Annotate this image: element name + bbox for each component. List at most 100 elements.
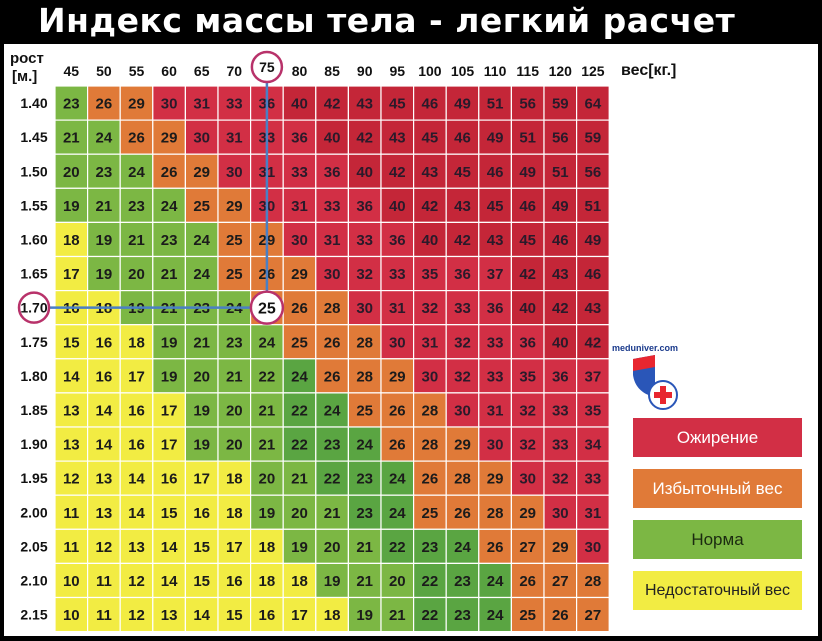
bmi-cell [510,324,545,360]
bmi-cell [510,494,545,530]
bmi-cell [380,562,415,599]
bmi-cell [282,85,317,121]
bmi-cell [510,528,545,564]
bmi-cell [184,358,219,394]
bmi-value: 45 [422,130,439,147]
bmi-value: 45 [519,232,536,249]
bmi-value: 23 [324,437,341,454]
highlight-height: 1.70 [20,300,47,316]
bmi-cell [315,153,349,189]
bmi-value: 23 [96,164,113,181]
bmi-cell [543,596,578,633]
bmi-cell [543,187,578,224]
bmi-cell [575,153,610,189]
bmi-value: 18 [63,232,80,249]
bmi-value: 29 [454,437,471,454]
bmi-value: 36 [324,164,341,181]
bmi-value: 15 [193,573,210,590]
bmi-value: 21 [356,573,373,590]
legend-normal: Норма [633,520,802,559]
bmi-cell [315,460,349,496]
bmi-value: 33 [356,232,373,249]
bmi-value: 36 [389,232,406,249]
bmi-value: 33 [454,300,471,317]
bmi-value: 19 [63,198,80,215]
bmi-value: 28 [585,573,602,590]
bmi-value: 20 [324,539,341,556]
bmi-value: 31 [193,96,210,113]
bmi-value: 51 [552,164,569,181]
bmi-value: 56 [585,164,602,181]
bmi-value: 22 [291,402,308,419]
bmi-value: 27 [585,607,602,624]
bmi-cell [575,290,610,326]
bmi-value: 43 [552,266,569,283]
bmi-value: 18 [226,505,243,522]
height-label: 1.45 [20,129,47,145]
bmi-value: 12 [63,471,80,488]
bmi-cell [347,528,382,564]
bmi-value: 24 [389,471,406,488]
bmi-value: 56 [552,130,569,147]
bmi-value: 11 [63,539,79,556]
bmi-value: 26 [552,607,569,624]
bmi-cell [380,324,415,360]
bmi-value: 27 [552,573,569,590]
bmi-cell [445,494,480,530]
bmi-value: 23 [422,539,439,556]
bmi-cell [250,596,284,633]
bmi-cell [575,562,610,599]
bmi-cell [445,596,480,633]
bmi-cell [413,290,447,326]
bmi-cell [347,358,382,394]
bmi-value: 27 [519,539,536,556]
bmi-value: 23 [356,505,373,522]
bmi-value: 40 [422,232,439,249]
bmi-cell [54,494,89,530]
weight-label: 105 [451,63,475,79]
bmi-value: 23 [161,232,178,249]
weight-label: 110 [484,63,507,79]
bmi-value: 29 [128,96,145,113]
bmi-value: 42 [454,232,471,249]
bmi-cell [250,562,284,599]
bmi-cell [152,221,187,258]
bmi-value: 18 [128,334,145,351]
bmi-value: 30 [324,266,341,283]
bmi-value: 16 [226,573,243,590]
bmi-value: 26 [487,539,504,556]
bmi-cell [152,255,187,292]
bmi-value: 16 [96,334,113,351]
bmi-value: 45 [487,198,504,215]
bmi-cell [315,324,349,360]
bmi-value: 24 [193,266,210,283]
bmi-value: 21 [161,266,178,283]
bmi-cell [282,596,317,633]
bmi-value: 21 [63,130,80,147]
bmi-cell [152,153,187,189]
bmi-cell [184,119,219,155]
bmi-cell [250,494,284,530]
bmi-value: 28 [324,300,341,317]
bmi-value: 26 [519,573,536,590]
bmi-value: 26 [454,505,471,522]
bmi-value: 26 [324,334,341,351]
bmi-value: 17 [193,471,210,488]
bmi-value: 29 [552,539,569,556]
weight-label: 55 [129,63,145,79]
height-label: 2.15 [20,607,47,623]
bmi-value: 33 [226,96,243,113]
bmi-value: 33 [324,198,341,215]
bmi-value: 11 [96,573,112,590]
bmi-value: 49 [487,130,504,147]
legend-obese: Ожирение [633,418,802,457]
height-label: 2.10 [20,572,47,588]
height-label: 1.85 [20,402,47,418]
bmi-value: 19 [259,505,276,522]
weight-label: 80 [292,63,308,79]
bmi-value: 20 [226,402,243,419]
bmi-value: 30 [193,130,210,147]
bmi-value: 46 [519,198,536,215]
row-header: рост [10,50,44,67]
bmi-value: 25 [519,607,536,624]
